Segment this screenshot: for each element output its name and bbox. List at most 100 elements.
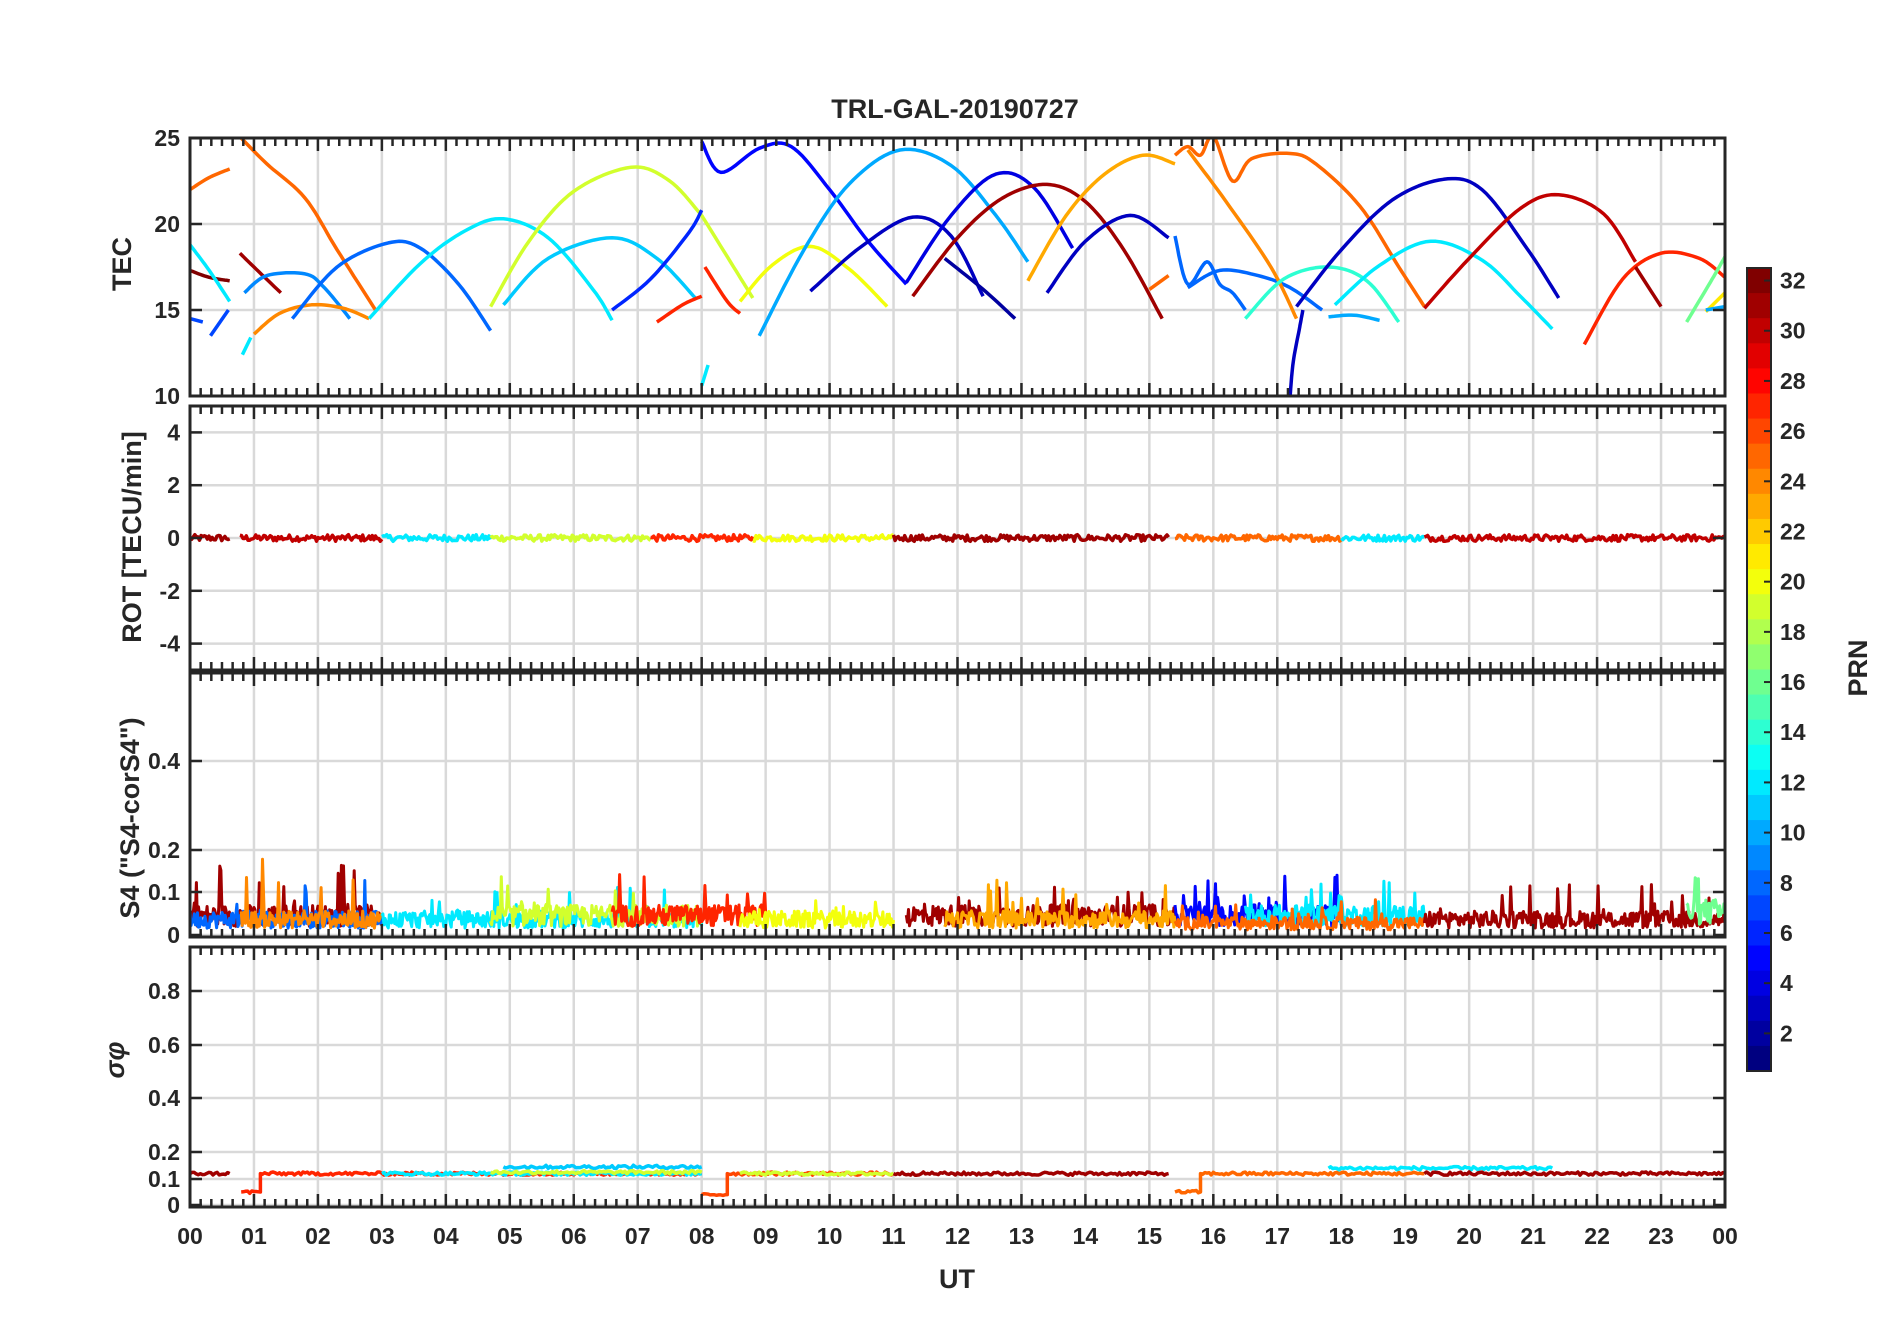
series-prn-12-sigma — [1327, 1164, 1554, 1172]
colorbar-tick-label: 16 — [1780, 669, 1806, 695]
x-tick-label: 04 — [433, 1223, 459, 1249]
colorbar-swatch — [1747, 493, 1771, 520]
colorbar-frame — [1746, 267, 1772, 1072]
series-prn-31-sigma — [190, 1170, 231, 1177]
series-prn-25-tec — [239, 138, 377, 311]
series-prn-3-tec — [1295, 176, 1561, 308]
series-prn-20-s4 — [738, 899, 895, 930]
chart-title: TRL-GAL-20190727 — [831, 94, 1079, 124]
series-prn-24-tec — [1186, 148, 1299, 320]
series-prn-31-tec — [911, 182, 1164, 320]
colorbar-tick-label: 18 — [1780, 619, 1806, 645]
x-tick-label: 17 — [1264, 1223, 1290, 1249]
colorbar-swatch — [1747, 744, 1771, 771]
colorbar-swatch — [1747, 845, 1771, 872]
series-prn-27-tec — [703, 266, 742, 315]
colorbar-tick-label: 30 — [1780, 318, 1806, 344]
colorbar-tick-label: 14 — [1780, 719, 1806, 745]
series-prn-30-tec — [1423, 192, 1637, 310]
x-tick-label: 22 — [1584, 1223, 1610, 1249]
y-tick-label-sigma: 0.4 — [148, 1085, 180, 1111]
series-prn-25-rot — [1174, 533, 1343, 544]
y-tick-label-sigma: 0.1 — [148, 1166, 180, 1192]
x-tick-label: 18 — [1328, 1223, 1354, 1249]
series-prn-8-tec — [1186, 268, 1324, 312]
series-prn-12-tec — [367, 216, 614, 322]
panel-rot-series — [190, 532, 1725, 544]
series-prn-12-tec — [700, 364, 710, 387]
y-tick-label-tec: 15 — [154, 297, 180, 323]
series-prn-27-rot — [650, 532, 755, 544]
colorbar-tick-label: 8 — [1780, 870, 1793, 896]
sigma-y-axis-label: σφ — [100, 1042, 130, 1079]
y-tick-label-rot: 2 — [167, 472, 180, 498]
series-prn-2-tec — [943, 257, 1017, 320]
colorbar-swatch — [1747, 694, 1771, 721]
y-tick-label-sigma: 0.2 — [148, 1139, 180, 1165]
x-tick-label: 03 — [369, 1223, 395, 1249]
series-prn-31-sigma — [1423, 1170, 1725, 1177]
series-prn-31-s4 — [1422, 883, 1725, 930]
x-tick-label: 02 — [305, 1223, 331, 1249]
y-tick-label-sigma: 0.6 — [148, 1032, 180, 1058]
colorbar-swatch — [1747, 644, 1771, 671]
panel-sigma-series — [190, 1163, 1725, 1198]
series-prn-20-tec — [738, 244, 889, 308]
y-tick-label-s4: 0.4 — [148, 748, 180, 774]
series-prn-20-rot — [752, 533, 894, 543]
text-layer: TRL-GAL-20190727 UT TEC ROT [TECU/min] S… — [100, 94, 1873, 1294]
series-prn-11-tec — [502, 236, 697, 306]
series-prn-3-tec — [1045, 213, 1170, 294]
x-tick-label: 00 — [1712, 1223, 1738, 1249]
colorbar-swatch — [1747, 1045, 1771, 1072]
colorbar-swatch — [1747, 794, 1771, 821]
series-prn-27-tec — [1582, 250, 1725, 346]
y-tick-label-rot: -2 — [160, 578, 180, 604]
y-tick-label-tec: 20 — [154, 211, 180, 237]
rot-y-axis-label: ROT [TECU/min] — [117, 431, 147, 642]
series-prn-23-s4 — [943, 878, 1177, 930]
series-prn-31-rot — [891, 532, 1171, 544]
s4-y-axis-label: S4 ("S4-corS4") — [115, 717, 145, 918]
y-tick-label-s4: 0 — [167, 922, 180, 948]
colorbar-tick-label: 32 — [1780, 268, 1806, 294]
series-prn-27-s4 — [700, 884, 768, 928]
series-prn-12-rot — [381, 532, 493, 544]
series-prn-12-s4 — [1243, 879, 1426, 928]
series-prn-19-s4 — [489, 875, 703, 928]
x-tick-label: 21 — [1520, 1223, 1546, 1249]
series-prn-19-rot — [489, 533, 652, 543]
x-tick-label: 06 — [561, 1223, 587, 1249]
series-prn-24-s4 — [239, 857, 383, 930]
series-prn-25-s4 — [1173, 898, 1426, 932]
series-prn-32-tec — [190, 268, 231, 283]
series-prn-25-tec — [190, 167, 231, 192]
x-tick-label: 11 — [881, 1223, 906, 1249]
colorbar-tick-label: 22 — [1780, 518, 1806, 544]
y-tick-label-s4: 0.1 — [148, 879, 180, 905]
series-prn-12-tec — [1333, 239, 1554, 331]
colorbar-swatch — [1747, 293, 1771, 319]
colorbar-tick-label: 10 — [1780, 820, 1806, 846]
colorbar-swatch — [1747, 895, 1771, 922]
x-axis-label: UT — [939, 1264, 975, 1294]
y-tick-label-rot: 4 — [167, 419, 180, 445]
colorbar-swatch — [1747, 343, 1771, 370]
series-prn-12-tec — [190, 243, 232, 303]
series-prn-11-sigma — [502, 1163, 703, 1171]
series-prn-19-tec — [489, 165, 703, 308]
colorbar-tick-label: 4 — [1780, 970, 1793, 996]
x-tick-label: 08 — [689, 1223, 715, 1249]
y-tick-label-tec: 25 — [154, 125, 180, 151]
series-prn-12-tec — [240, 336, 253, 356]
series-prn-30-rot — [239, 532, 384, 544]
colorbar-tick-label: 24 — [1780, 468, 1806, 494]
series-prn-27-s4 — [610, 873, 704, 928]
x-tick-label: 16 — [1201, 1223, 1227, 1249]
series-prn-16-s4 — [1685, 876, 1725, 926]
series-prn-3-tec — [1288, 309, 1305, 396]
x-tick-label: 09 — [753, 1223, 779, 1249]
y-tick-label-s4: 0.2 — [148, 837, 180, 863]
panel-s4-series — [190, 857, 1725, 932]
